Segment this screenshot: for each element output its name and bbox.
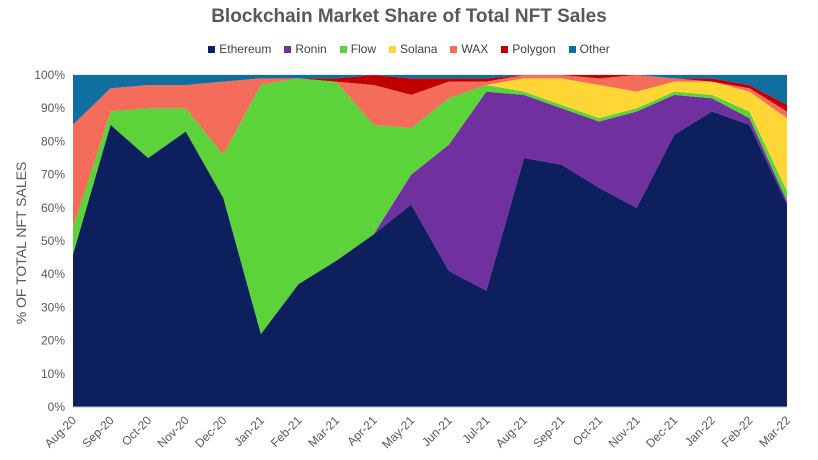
area-polygon — [73, 75, 787, 125]
x-tick-label: Feb-21 — [268, 413, 305, 450]
area-flow — [73, 78, 787, 334]
area-other — [73, 75, 787, 125]
x-tick-label: Jun-21 — [419, 413, 455, 449]
x-tick-label: Feb-22 — [719, 413, 756, 450]
legend-label-wax: WAX — [461, 42, 489, 56]
y-axis-ticks: 0% 10% 20% 30% 40% 50% 60% 70% 80% 90% 100% — [34, 68, 65, 414]
x-tick-label: Nov-20 — [155, 413, 192, 450]
x-tick-label: Aug-20 — [42, 413, 79, 450]
x-tick-label: Apr-21 — [344, 413, 380, 449]
y-tick-label: 90% — [41, 101, 65, 115]
x-tick-label: May-21 — [379, 413, 417, 451]
y-tick-label: 50% — [41, 234, 65, 248]
x-tick-label: Mar-22 — [756, 413, 793, 450]
legend-label-other: Other — [579, 42, 610, 56]
legend-label-flow: Flow — [350, 42, 377, 56]
legend-swatch-ronin — [284, 45, 292, 53]
x-axis-ticks: Aug-20 Sep-20 Oct-20 Nov-20 Dec-20 Jan-21 Feb-… — [42, 406, 793, 451]
legend-item-wax: WAX — [450, 42, 488, 56]
x-tick-label: Nov-21 — [606, 413, 643, 450]
chart-legend: Ethereum Ronin Flow Solana WAX Polygon Other — [0, 42, 818, 56]
x-tick-label: Mar-21 — [305, 413, 342, 450]
legend-label-polygon: Polygon — [512, 42, 556, 56]
x-tick-label: Jul-21 — [459, 413, 492, 446]
area-series — [73, 75, 787, 408]
legend-item-flow: Flow — [339, 42, 377, 56]
legend-item-ronin: Ronin — [284, 42, 327, 56]
x-tick-label: Dec-21 — [643, 413, 680, 450]
y-tick-label: 10% — [41, 367, 65, 381]
y-axis-label: % OF TOTAL NFT SALES — [13, 162, 29, 325]
legend-swatch-wax — [450, 45, 458, 53]
x-tick-label: Dec-20 — [192, 413, 229, 450]
y-tick-label: 0% — [48, 400, 66, 414]
legend-item-ethereum: Ethereum — [208, 42, 271, 56]
legend-item-polygon: Polygon — [501, 42, 556, 56]
legend-swatch-flow — [339, 45, 347, 53]
x-tick-label: Oct-20 — [119, 413, 155, 449]
area-wax — [73, 75, 787, 228]
y-tick-label: 40% — [41, 267, 65, 281]
legend-swatch-solana — [389, 45, 397, 53]
legend-item-other: Other — [568, 42, 610, 56]
x-tick-label: Sep-21 — [530, 413, 567, 450]
x-tick-label: Jan-21 — [231, 413, 267, 449]
y-tick-label: 60% — [41, 201, 65, 215]
chart-title: Blockchain Market Share of Total NFT Sal… — [211, 6, 607, 27]
x-tick-label: Jan-22 — [682, 413, 718, 449]
area-ronin — [73, 91, 787, 334]
x-tick-label: Sep-20 — [79, 413, 116, 450]
area-solana — [73, 78, 787, 228]
y-tick-label: 30% — [41, 300, 65, 314]
legend-label-solana: Solana — [400, 42, 438, 56]
x-tick-label: Oct-21 — [570, 413, 606, 449]
y-tick-label: 20% — [41, 334, 65, 348]
y-tick-label: 80% — [41, 134, 65, 148]
legend-label-ethereum: Ethereum — [219, 42, 272, 56]
x-tick-label: Aug-21 — [493, 413, 530, 450]
area-ethereum — [73, 111, 787, 408]
y-tick-label: 70% — [41, 168, 65, 182]
y-tick-label: 100% — [34, 68, 65, 82]
legend-item-solana: Solana — [389, 42, 437, 56]
legend-swatch-polygon — [501, 45, 509, 53]
legend-swatch-ethereum — [208, 45, 216, 53]
legend-swatch-other — [568, 45, 576, 53]
legend-label-ronin: Ronin — [295, 42, 327, 56]
